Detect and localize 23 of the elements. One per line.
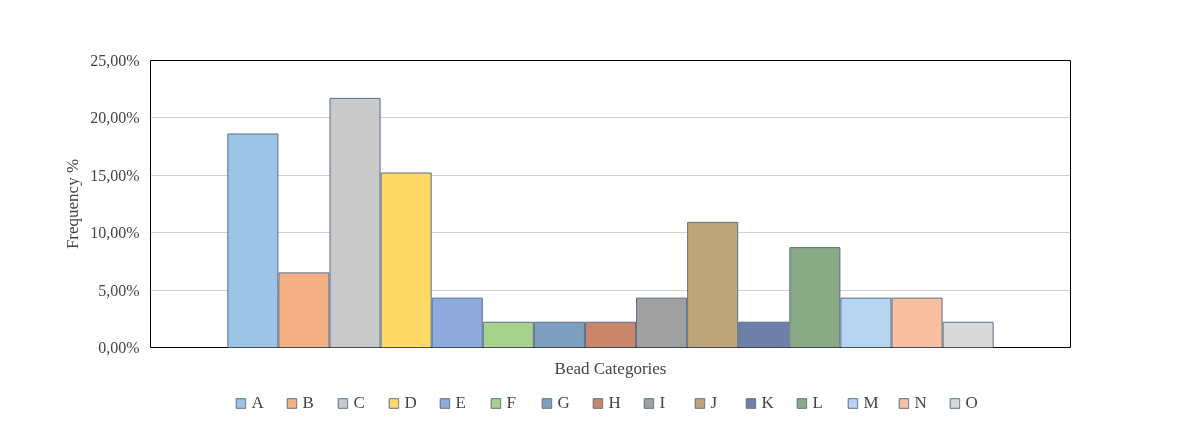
- y-tick-label: 25,00%: [90, 52, 140, 69]
- y-tick-label: 5,00%: [98, 281, 140, 299]
- legend-label: C: [353, 392, 366, 413]
- y-tick-label: 0,00%: [98, 339, 140, 356]
- legend-label: E: [455, 392, 467, 413]
- y-tick-label: 15,00%: [90, 166, 140, 184]
- legend-label: J: [710, 392, 719, 413]
- legend-label: O: [965, 392, 979, 413]
- legend-label: L: [812, 392, 824, 413]
- legend-label: F: [506, 392, 517, 413]
- legend-label: M: [863, 392, 880, 413]
- y-axis-title: Frequency %: [63, 158, 83, 250]
- y-tick-label: 10,00%: [90, 224, 140, 242]
- legend-label: H: [608, 392, 622, 413]
- y-tick-label: 20,00%: [90, 109, 140, 127]
- legend-label: K: [761, 392, 775, 413]
- legend-label: N: [914, 392, 928, 413]
- legend-label: B: [302, 392, 315, 413]
- legend-label: G: [557, 392, 571, 413]
- legend-label: I: [659, 392, 667, 413]
- legend-label: D: [404, 392, 418, 413]
- legend-label: A: [251, 392, 265, 413]
- x-axis-title: Bead Categories: [554, 358, 667, 378]
